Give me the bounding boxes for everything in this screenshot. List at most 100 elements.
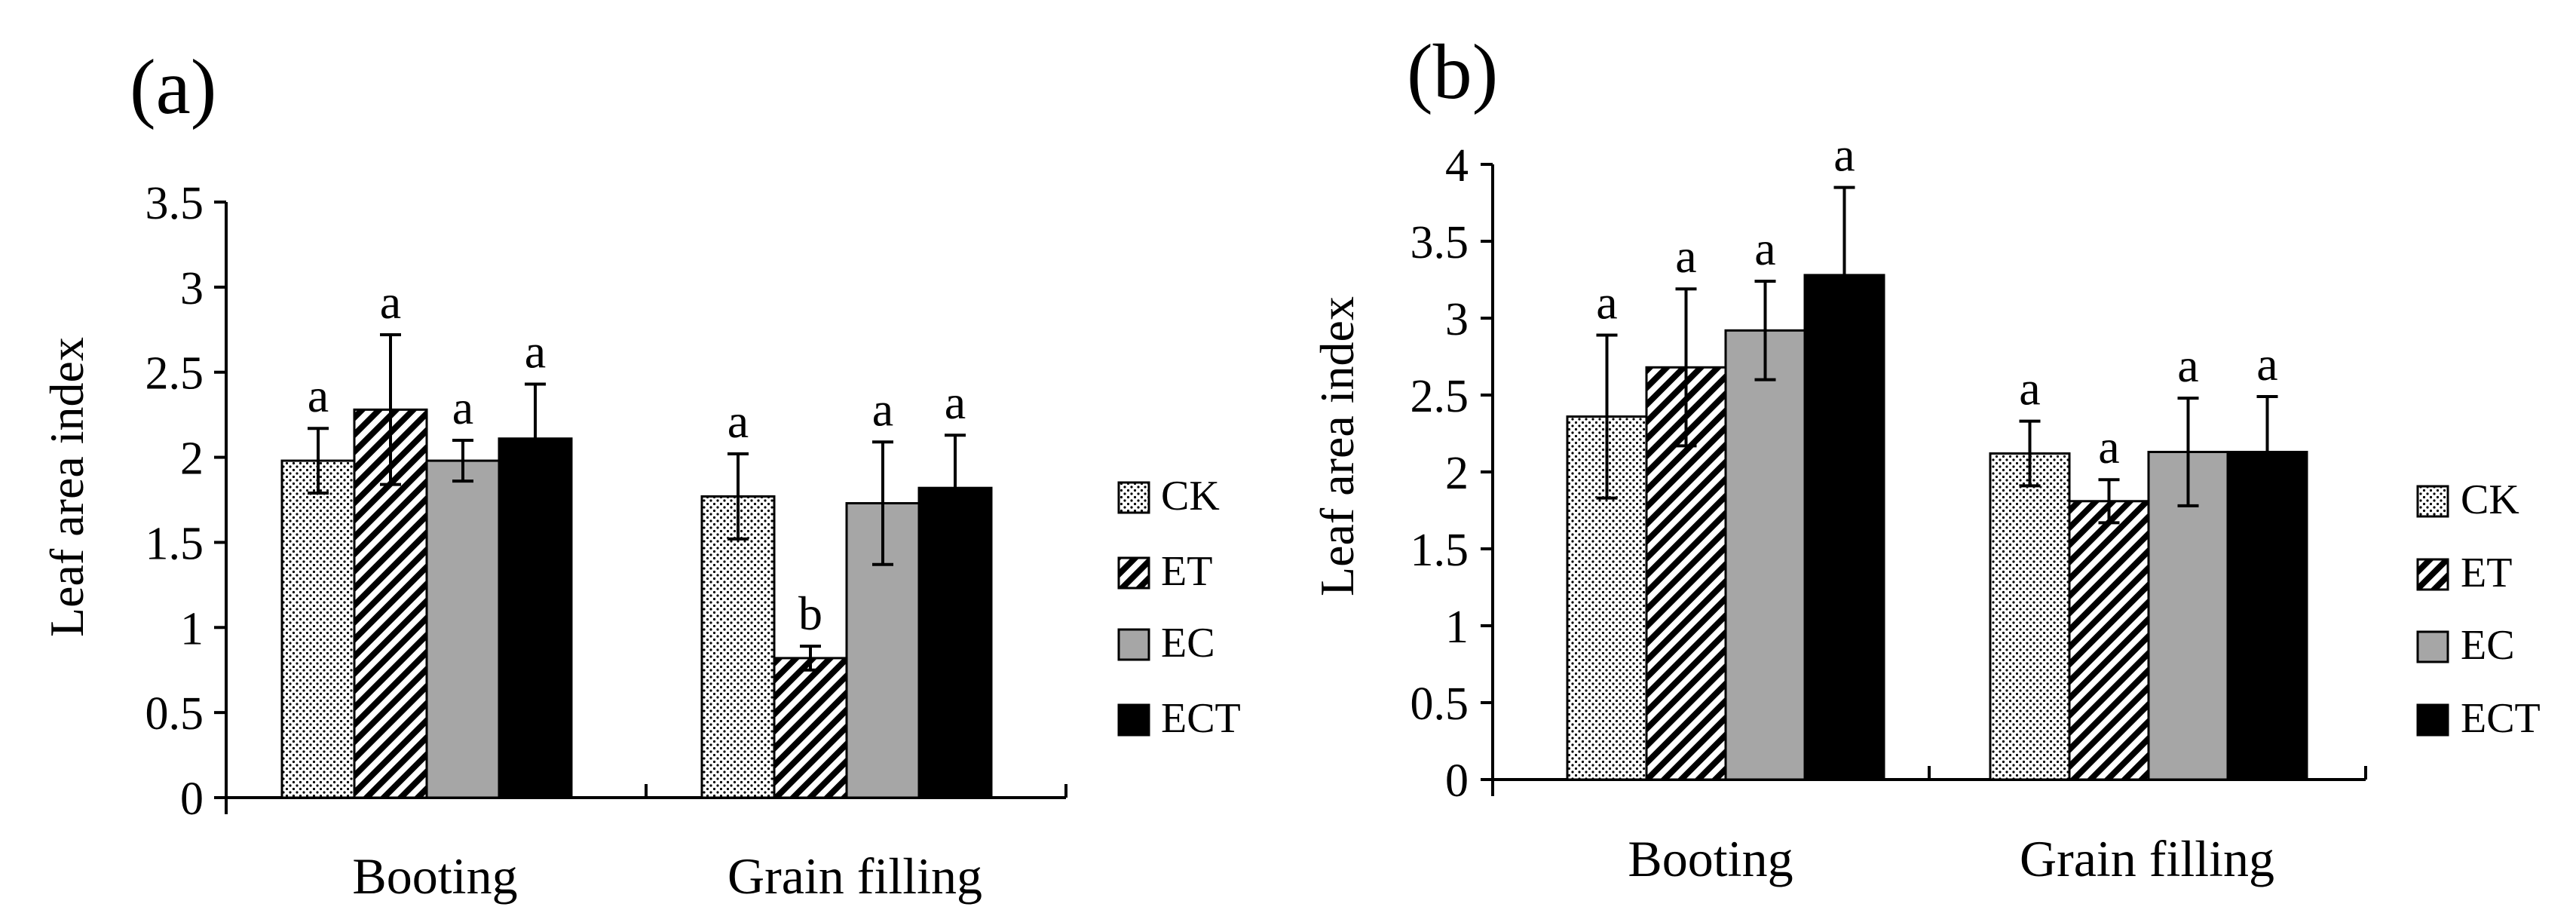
significance-letter: a <box>1675 229 1696 283</box>
error-bar <box>1596 333 1618 500</box>
significance-letters: a a a a a a a a <box>1596 128 2277 474</box>
y-ticks: 0 0.5 1 1.5 2 2.5 3 3.5 <box>145 178 226 825</box>
legend-swatch-ect <box>2416 703 2449 737</box>
significance-letter: a <box>2019 362 2040 415</box>
x-category-label: Grain filling <box>727 847 982 905</box>
legend-label: CK <box>1161 473 1220 519</box>
significance-letter: a <box>2098 420 2119 473</box>
significance-letter: a <box>945 375 966 429</box>
bar-et-grain-filling <box>773 657 848 799</box>
y-ticks: 0 0.5 1 1.5 2 2.5 3 3.5 4 <box>1411 140 1493 807</box>
error-bars <box>308 333 966 672</box>
bar-ec-grain-filling <box>845 502 920 799</box>
panel-label: (b) <box>1407 29 1498 115</box>
legend-item-ec: EC <box>2416 622 2515 669</box>
y-tick-label: 2 <box>1445 448 1469 499</box>
legend-swatch-ck <box>1117 481 1150 514</box>
error-bar <box>727 452 749 541</box>
legend-label: ECT <box>1161 695 1241 742</box>
significance-letter: a <box>1596 275 1617 329</box>
y-tick-label: 1.5 <box>1411 525 1469 576</box>
error-bar <box>872 440 893 566</box>
legend-item-ck: CK <box>2416 476 2519 523</box>
bar-et-grain-filling <box>2068 500 2150 781</box>
error-bar <box>800 645 821 672</box>
error-bar <box>1675 287 1697 448</box>
bar-ck-booting <box>280 459 356 799</box>
legend-label: EC <box>2461 622 2515 669</box>
x-category-label: Grain filling <box>2020 830 2274 887</box>
panel-b: (b) Leaf area index 00.511.522.533.54 aa… <box>1310 29 2541 887</box>
y-tick-label: 2 <box>180 433 204 485</box>
y-tick-label: 1 <box>1445 602 1469 653</box>
significance-letter: a <box>2256 337 2277 391</box>
y-tick-label: 0.5 <box>1411 679 1469 730</box>
error-bar <box>2098 478 2120 525</box>
error-bar <box>945 433 966 543</box>
y-tick-label: 1.5 <box>145 518 204 569</box>
significance-letter: a <box>525 325 546 378</box>
bar-ck-grain-filling <box>700 495 776 799</box>
legend-label: ET <box>1161 548 1212 595</box>
y-tick-label: 2.5 <box>1411 371 1469 422</box>
y-tick-label: 3 <box>180 263 204 314</box>
error-bar <box>2019 419 2041 488</box>
x-category-label: Booting <box>352 847 517 905</box>
panel-label: (a) <box>130 44 216 130</box>
legend-swatch-ect <box>1117 703 1150 737</box>
error-bar <box>1754 280 1776 381</box>
bar-ck-grain-filling <box>1989 452 2071 781</box>
error-bar <box>380 333 401 486</box>
y-tick-label: 3 <box>1445 294 1469 345</box>
y-axis-label: Leaf area index <box>40 337 93 637</box>
bar-ec-booting <box>425 459 501 799</box>
legend-swatch-ec <box>2416 630 2449 663</box>
legend-item-ect: ECT <box>2416 695 2541 742</box>
significance-letter: a <box>2177 339 2198 392</box>
legend-label: CK <box>2461 476 2519 523</box>
significance-letter: b <box>798 587 822 640</box>
legend-item-ect: ECT <box>1117 695 1241 742</box>
legend-item-ec: EC <box>1117 620 1215 666</box>
panel-a: (a) Leaf area index 00.511.522.533.5 a aa… <box>40 44 1241 905</box>
significance-letter: a <box>1833 128 1855 182</box>
significance-letter: a <box>872 382 893 436</box>
significance-letter: a <box>308 369 329 422</box>
legend-item-et: ET <box>2416 550 2512 596</box>
legend: CK ET EC ECT <box>1117 473 1241 742</box>
legend-swatch-et <box>2416 558 2449 591</box>
error-bar <box>308 427 329 495</box>
legend-label: EC <box>1161 620 1215 666</box>
error-bar <box>2177 397 2199 507</box>
bars <box>280 408 993 799</box>
legend: CK ET EC ECT <box>2416 476 2541 742</box>
error-bar <box>452 439 473 483</box>
legend-label: ET <box>2461 550 2512 596</box>
legend-item-ck: CK <box>1117 473 1220 519</box>
y-tick-label: 4 <box>1445 140 1469 191</box>
y-tick-label: 2.5 <box>145 348 204 400</box>
x-category-label: Booting <box>1628 830 1793 887</box>
y-tick-label: 3.5 <box>145 178 204 229</box>
error-bar <box>2256 395 2278 509</box>
legend-label: ECT <box>2461 695 2541 742</box>
y-axis-label: Leaf area index <box>1310 296 1364 596</box>
bar-ec-booting <box>1724 329 1806 781</box>
y-tick-label: 0.5 <box>145 688 204 740</box>
error-bar <box>1833 185 1855 365</box>
significance-letter: a <box>452 381 473 434</box>
significance-letter: a <box>727 394 749 448</box>
significance-letter: a <box>1754 222 1775 275</box>
y-tick-label: 1 <box>180 603 204 654</box>
legend-swatch-ck <box>2416 485 2449 518</box>
y-tick-label: 0 <box>180 774 204 825</box>
y-tick-label: 0 <box>1445 755 1469 807</box>
legend-swatch-et <box>1117 556 1150 590</box>
error-bar <box>525 382 546 495</box>
legend-swatch-ec <box>1117 628 1150 661</box>
bar-ect-booting <box>498 437 573 799</box>
significance-letter: a <box>380 275 401 329</box>
